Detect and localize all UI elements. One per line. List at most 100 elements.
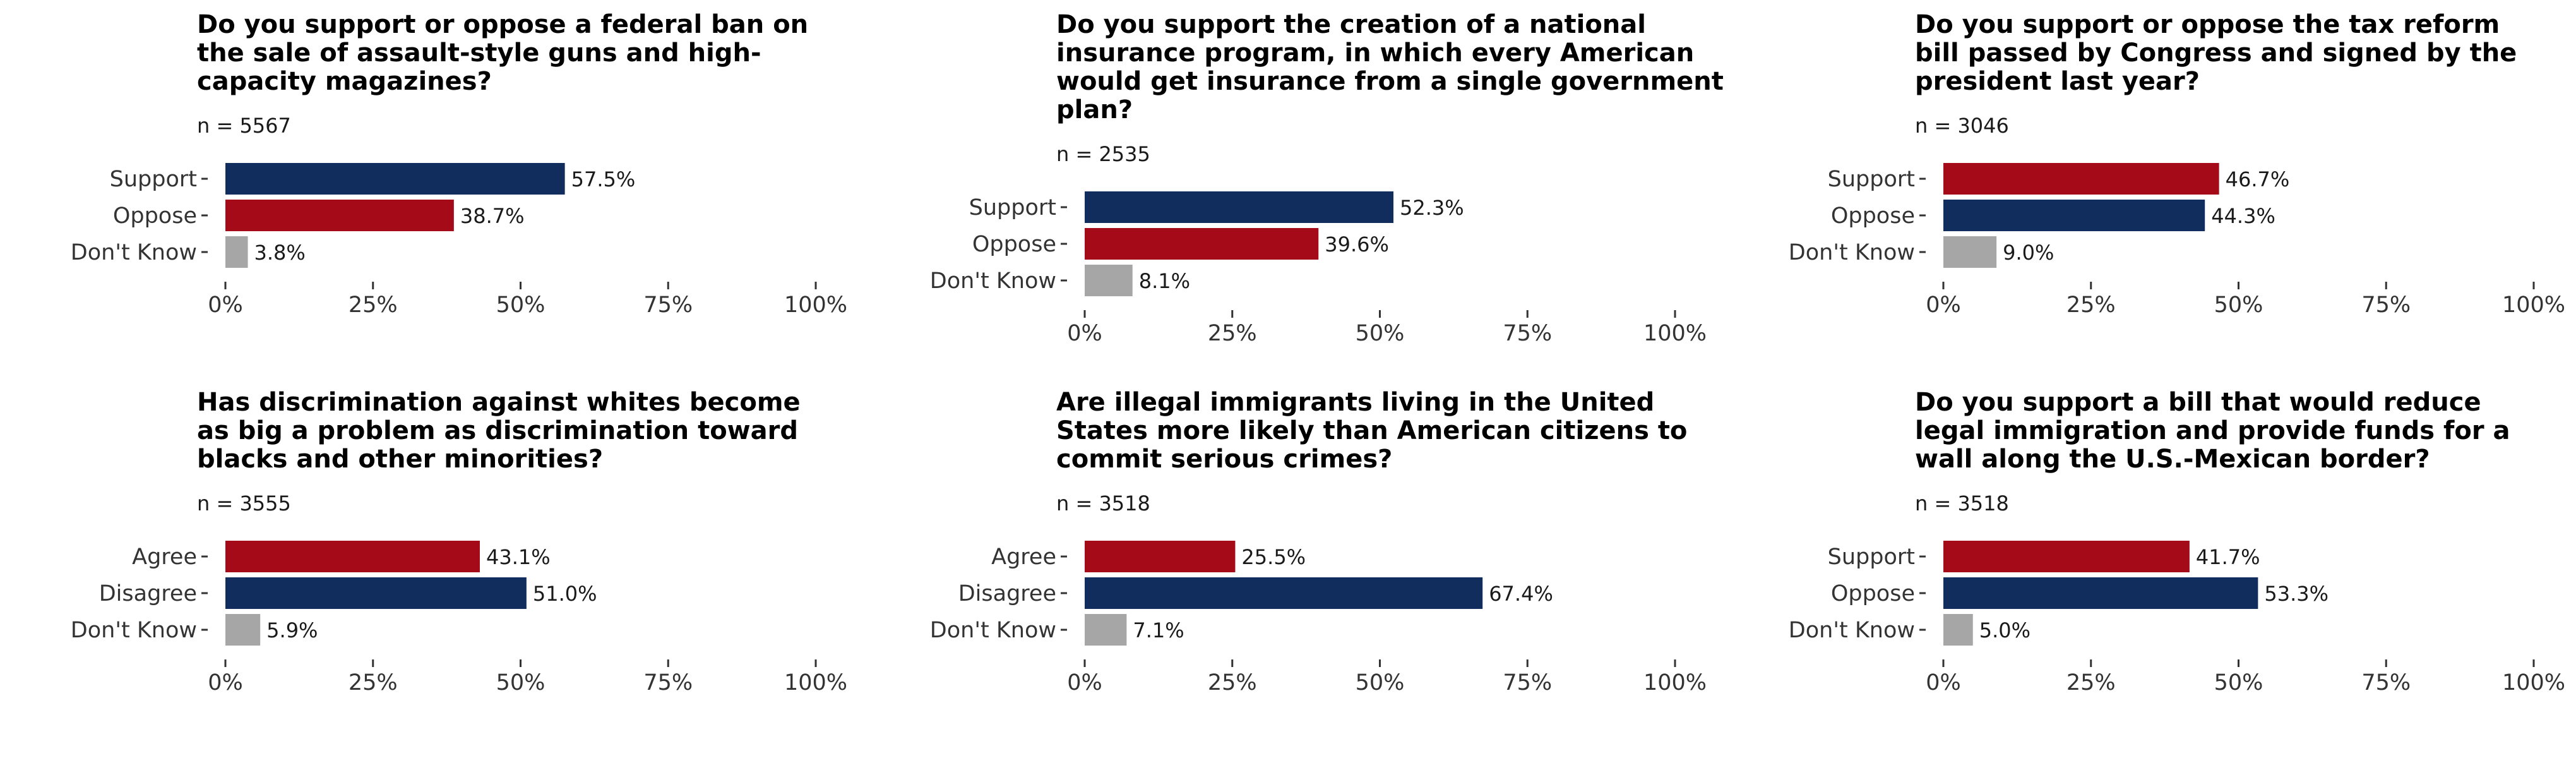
chart-title-line: blacks and other minorities?	[197, 445, 603, 474]
category-label: Don't Know	[1789, 240, 1915, 265]
x-tick-label: 25%	[349, 670, 398, 695]
x-tick-label: 75%	[1503, 670, 1552, 695]
x-tick-label: 100%	[2502, 292, 2565, 318]
x-tick-label: 25%	[2066, 670, 2116, 695]
x-tick-label: 25%	[2066, 292, 2116, 318]
chart-title-line: commit serious crimes?	[1056, 445, 1392, 474]
category-label: Oppose	[113, 203, 197, 229]
chart-title-line: plan?	[1056, 95, 1133, 124]
chart-title: Has discrimination against whites become…	[197, 388, 801, 474]
category-label: Disagree	[958, 581, 1056, 606]
chart-title: Do you support the creation of a nationa…	[1056, 10, 1724, 124]
bar-oppose	[1085, 228, 1319, 260]
category-label: Oppose	[972, 232, 1056, 257]
bar-don-t-know	[1943, 236, 1997, 268]
x-tick-label: 0%	[1926, 292, 1961, 318]
x-tick-label: 100%	[1643, 321, 1707, 346]
x-tick-label: 100%	[784, 292, 847, 318]
value-label: 5.0%	[1979, 618, 2030, 642]
value-label: 41.7%	[2196, 545, 2260, 569]
chart-title-line: the sale of assault-style guns and high-	[197, 39, 761, 68]
chart-title-line: president last year?	[1915, 67, 2200, 96]
chart-panel-1: Do you support or oppose a federal ban o…	[71, 10, 847, 318]
chart-panel-6: Do you support a bill that would reduce l…	[1789, 388, 2565, 695]
value-label: 25.5%	[1241, 545, 1306, 569]
sample-size-label: n = 3046	[1915, 114, 2009, 138]
x-tick-label: 50%	[496, 292, 546, 318]
bar-oppose	[1943, 577, 2258, 609]
chart-panel-2: Do you support the creation of a nationa…	[930, 10, 1724, 346]
x-tick-label: 100%	[2502, 670, 2565, 695]
x-tick-label: 25%	[1208, 321, 1257, 346]
x-tick-label: 0%	[1926, 670, 1961, 695]
value-label: 38.7%	[460, 204, 525, 228]
chart-title-line: would get insurance from a single govern…	[1056, 67, 1724, 96]
bar-support	[1943, 541, 2190, 572]
category-label: Support	[969, 195, 1056, 220]
chart-title: Do you support a bill that would reduce l…	[1915, 388, 2510, 474]
value-label: 9.0%	[2003, 241, 2054, 265]
x-tick-label: 75%	[643, 670, 693, 695]
bar-support	[1085, 191, 1394, 223]
x-tick-label: 0%	[1067, 670, 1102, 695]
chart-panel-3: Do you support or oppose the tax reform b…	[1789, 10, 2565, 318]
bar-oppose	[225, 200, 454, 231]
chart-title-line: as big a problem as discrimination towar…	[197, 416, 798, 445]
bar-don-t-know	[1085, 614, 1127, 646]
x-tick-label: 100%	[784, 670, 847, 695]
x-tick-label: 25%	[349, 292, 398, 318]
value-label: 39.6%	[1325, 232, 1389, 256]
chart-title-line: wall along the U.S.-Mexican border?	[1915, 445, 2430, 474]
category-label: Oppose	[1831, 581, 1915, 606]
x-tick-label: 25%	[1208, 670, 1257, 695]
bar-agree	[225, 541, 480, 572]
category-label: Don't Know	[930, 618, 1056, 643]
x-tick-label: 75%	[2361, 292, 2411, 318]
category-label: Agree	[132, 544, 197, 570]
chart-title-line: Do you support or oppose a federal ban o…	[197, 10, 808, 39]
category-label: Don't Know	[71, 618, 197, 643]
category-label: Agree	[991, 544, 1056, 570]
value-label: 57.5%	[571, 167, 636, 191]
category-label: Don't Know	[1789, 618, 1915, 643]
category-label: Support	[110, 167, 197, 192]
value-label: 51.0%	[533, 582, 597, 606]
category-label: Support	[1828, 167, 1915, 192]
x-tick-label: 100%	[1643, 670, 1707, 695]
value-label: 53.3%	[2264, 582, 2329, 606]
value-label: 5.9%	[266, 618, 318, 642]
x-tick-label: 0%	[1067, 321, 1102, 346]
value-label: 52.3%	[1400, 196, 1464, 220]
chart-title-line: legal immigration and provide funds for …	[1915, 416, 2510, 445]
x-tick-label: 50%	[1356, 321, 1405, 346]
bar-support	[1943, 163, 2219, 195]
bar-don-t-know	[225, 614, 261, 646]
chart-title-line: Do you support or oppose the tax reform	[1915, 10, 2500, 39]
value-label: 44.3%	[2211, 204, 2275, 228]
value-label: 7.1%	[1133, 618, 1184, 642]
category-label: Disagree	[99, 581, 197, 606]
bar-disagree	[1085, 577, 1483, 609]
chart-title-line: Do you support the creation of a nationa…	[1056, 10, 1646, 39]
bar-disagree	[225, 577, 527, 609]
chart-title: Do you support or oppose the tax reform b…	[1915, 10, 2517, 96]
x-tick-label: 50%	[2214, 670, 2263, 695]
value-label: 3.8%	[254, 241, 306, 265]
chart-title: Do you support or oppose a federal ban o…	[197, 10, 808, 96]
bar-support	[225, 163, 565, 195]
sample-size-label: n = 3518	[1915, 491, 2009, 515]
x-tick-label: 75%	[1503, 321, 1552, 346]
category-label: Don't Know	[930, 268, 1056, 294]
chart-title-line: Do you support a bill that would reduce	[1915, 388, 2481, 417]
chart-title-line: States more likely than American citizen…	[1056, 416, 1687, 445]
chart-title-line: bill passed by Congress and signed by th…	[1915, 39, 2517, 68]
chart-title-line: Has discrimination against whites become	[197, 388, 801, 417]
bar-don-t-know	[1943, 614, 1973, 646]
bar-don-t-know	[225, 236, 248, 268]
x-tick-label: 75%	[643, 292, 693, 318]
x-tick-label: 75%	[2361, 670, 2411, 695]
category-label: Don't Know	[71, 240, 197, 265]
chart-title-line: capacity magazines?	[197, 67, 492, 96]
sample-size-label: n = 5567	[197, 114, 291, 138]
